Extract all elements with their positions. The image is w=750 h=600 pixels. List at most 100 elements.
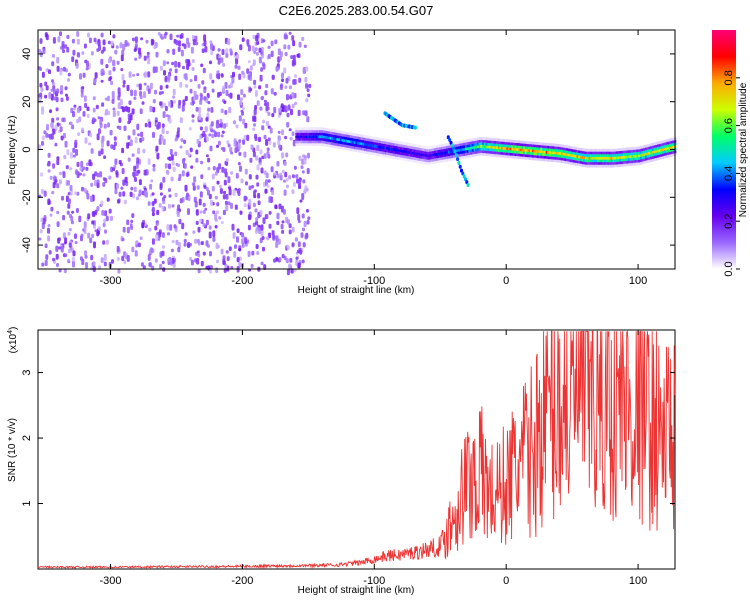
- heatmap-cell: [261, 95, 264, 100]
- heatmap-cell: [179, 145, 183, 149]
- heatmap-cell: [122, 84, 126, 88]
- heatmap-cell: [168, 163, 171, 170]
- heatmap-cell: [202, 222, 206, 227]
- heatmap-cell: [92, 173, 96, 180]
- heatmap-cell: [199, 134, 203, 140]
- heatmap-cell: [301, 193, 305, 200]
- heatmap-cell: [44, 259, 48, 267]
- heatmap-cell: [174, 68, 178, 74]
- heatmap-cell: [163, 70, 166, 76]
- heatmap-cell: [222, 62, 226, 67]
- heatmap-cell: [41, 140, 44, 146]
- heatmap-cell: [143, 55, 147, 61]
- heatmap-cell: [144, 122, 148, 128]
- colorbar-ticks: 0.0 0.2 0.4 0.6 0.8: [723, 70, 740, 277]
- heatmap-cell: [261, 236, 265, 240]
- heatmap-cell: [236, 54, 240, 60]
- heatmap-cell: [56, 122, 60, 126]
- heatmap-cell: [92, 117, 95, 123]
- heatmap-cell: [45, 132, 49, 138]
- heatmap-cell: [252, 34, 256, 40]
- y-tick-label: -40: [21, 237, 33, 253]
- heatmap-cell: [281, 129, 284, 136]
- heatmap-cell: [170, 248, 174, 253]
- heatmap-cell: [303, 44, 307, 48]
- heatmap-cell: [286, 219, 290, 225]
- heatmap-cell: [184, 184, 188, 192]
- heatmap-cell: [99, 122, 103, 129]
- heatmap-cell: [278, 107, 282, 113]
- heatmap-cell: [41, 188, 44, 195]
- heatmap-cell: [47, 227, 50, 234]
- heatmap-cell: [168, 156, 172, 162]
- heatmap-cell: [234, 204, 238, 210]
- colorbar-gradient: [712, 30, 736, 269]
- heatmap-cell: [54, 179, 58, 183]
- heatmap-cell: [101, 68, 105, 73]
- heatmap-cell: [191, 59, 195, 63]
- heatmap-cell: [252, 202, 256, 208]
- heatmap-cell: [289, 95, 293, 100]
- heatmap-cell: [540, 150, 543, 154]
- heatmap-cell: [453, 149, 457, 154]
- heatmap-cell: [59, 126, 63, 132]
- heatmap-cell: [80, 233, 84, 238]
- heatmap-cell: [59, 31, 62, 37]
- heatmap-cell: [184, 232, 188, 236]
- heatmap-cell: [241, 107, 245, 111]
- heatmap-cell: [303, 135, 307, 139]
- heatmap-cell: [123, 260, 127, 265]
- heatmap-cell: [260, 261, 264, 266]
- heatmap-cell: [76, 161, 80, 168]
- heatmap-cell: [184, 95, 188, 102]
- heatmap-cell: [137, 133, 140, 137]
- heatmap-cell: [276, 160, 280, 167]
- heatmap-cell: [221, 130, 225, 134]
- heatmap-cell: [212, 129, 216, 133]
- heatmap-cell: [129, 191, 133, 197]
- heatmap-cell: [198, 198, 202, 206]
- heatmap-cell: [292, 174, 295, 179]
- heatmap-cell: [159, 101, 163, 106]
- heatmap-cell: [52, 163, 56, 169]
- heatmap-cell: [293, 165, 297, 170]
- heatmap-cell: [147, 57, 151, 65]
- heatmap-cell: [120, 186, 124, 190]
- heatmap-cell: [47, 198, 51, 205]
- heatmap-cell: [480, 136, 483, 140]
- heatmap-cell: [181, 104, 185, 112]
- heatmap-cell: [230, 202, 233, 209]
- heatmap-cell: [315, 140, 319, 144]
- heatmap-cell: [273, 172, 277, 176]
- heatmap-cell: [236, 257, 240, 263]
- heatmap-cell: [298, 155, 302, 161]
- heatmap-cell: [260, 224, 264, 231]
- heatmap-cell: [528, 143, 531, 147]
- heatmap-cell: [293, 268, 297, 273]
- heatmap-cell: [192, 182, 196, 187]
- colorbar: 0.0 0.2 0.4 0.6 0.8 Normalized spectral ampl…: [712, 30, 749, 277]
- heatmap-cell: [285, 152, 289, 158]
- heatmap-cell: [262, 217, 266, 225]
- heatmap-cell: [610, 164, 613, 168]
- heatmap-cell: [249, 88, 253, 92]
- x-tick-label: 0: [503, 575, 509, 587]
- heatmap-cell: [216, 180, 220, 185]
- heatmap-cell: [126, 142, 130, 149]
- colorbar-tick-label: 0.6: [723, 118, 735, 133]
- heatmap-cell: [82, 72, 86, 78]
- heatmap-cell: [622, 160, 625, 164]
- heatmap-cell: [307, 152, 310, 159]
- heatmap-cell: [492, 145, 495, 149]
- heatmap-cell: [264, 188, 268, 194]
- heatmap-cell: [187, 241, 191, 248]
- heatmap-cell: [58, 179, 62, 185]
- heatmap-cell: [186, 192, 189, 197]
- x-tick-label: -200: [231, 275, 253, 287]
- heatmap-cell: [296, 207, 300, 215]
- heatmap-cell: [235, 57, 239, 65]
- heatmap-cell: [261, 53, 265, 59]
- heatmap-cell: [222, 194, 226, 200]
- heatmap-cell: [102, 39, 106, 46]
- heatmap-cell: [236, 236, 239, 243]
